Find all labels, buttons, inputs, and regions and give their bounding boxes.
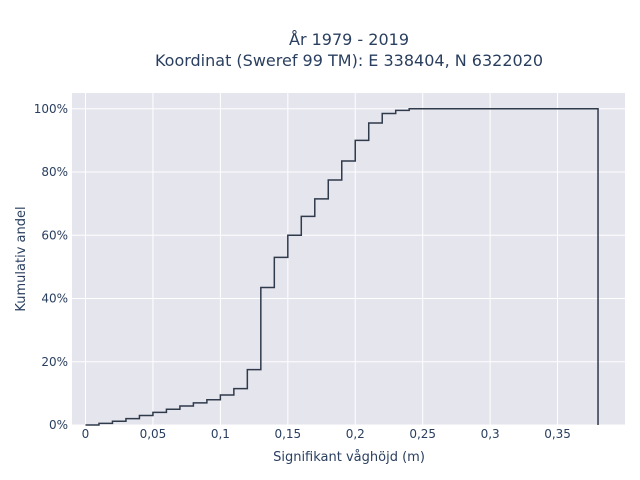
cdf-step-line: [85, 108, 599, 426]
x-axis-ticks: 0 0,05 0,1 0,15 0,2 0,25 0,3 0,35: [82, 427, 571, 441]
x-tick-label-4: 0,2: [346, 427, 365, 441]
y-tick-label-2: 40%: [41, 292, 68, 306]
y-axis-ticks: 0% 20% 40% 60% 80% 100%: [34, 102, 68, 432]
x-tick-label-0: 0: [82, 427, 90, 441]
y-tick-label-1: 20%: [41, 355, 68, 369]
x-tick-label-5: 0,25: [409, 427, 436, 441]
y-axis-title: Kumulativ andel: [14, 206, 29, 311]
x-tick-label-6: 0,3: [481, 427, 500, 441]
plot-area: [72, 93, 625, 425]
y-tick-label-5: 100%: [34, 102, 68, 116]
y-tick-label-3: 60%: [41, 228, 68, 242]
x-axis-title: Signifikant våghöjd (m): [273, 450, 425, 465]
y-tick-label-4: 80%: [41, 165, 68, 179]
chart-title-line-2: Koordinat (Sweref 99 TM): E 338404, N 63…: [155, 51, 543, 70]
x-tick-label-7: 0,35: [544, 427, 571, 441]
x-tick-label-2: 0,1: [211, 427, 230, 441]
chart-title-line-1: År 1979 - 2019: [289, 30, 409, 49]
y-tick-label-0: 0%: [49, 418, 68, 432]
x-tick-label-1: 0,05: [140, 427, 167, 441]
x-tick-label-3: 0,15: [274, 427, 301, 441]
